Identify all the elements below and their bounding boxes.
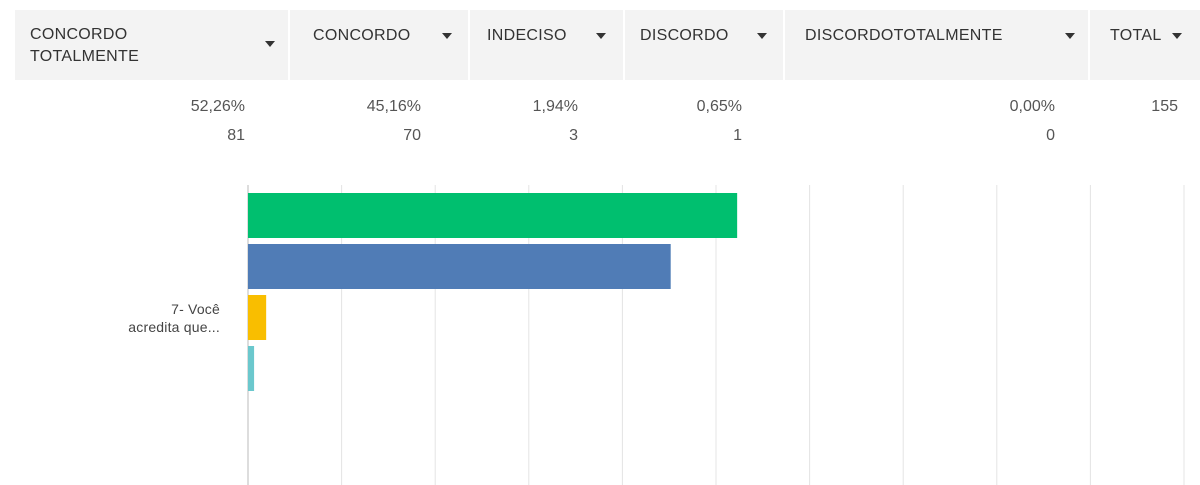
header-text: CONCORDO TOTALMENTE bbox=[30, 26, 140, 65]
category-label: 7- Você acredita que... bbox=[128, 301, 220, 335]
header-cell[interactable]: DISCORDO bbox=[625, 10, 785, 80]
header-text: TOTAL bbox=[1110, 27, 1162, 44]
sort-arrow bbox=[1065, 33, 1075, 39]
header-text: INDECISO bbox=[487, 27, 567, 44]
bar bbox=[248, 244, 671, 289]
sort-arrow bbox=[265, 41, 275, 47]
header-text: CONCORDO bbox=[313, 27, 411, 44]
sort-arrow bbox=[442, 33, 452, 39]
bar bbox=[248, 193, 738, 238]
count: 0 bbox=[1046, 127, 1055, 144]
header-cell[interactable]: DISCORDOTOTALMENTE bbox=[785, 10, 1090, 80]
count: 70 bbox=[403, 127, 421, 144]
header-cell[interactable]: TOTAL bbox=[1090, 10, 1200, 80]
header-cell[interactable]: CONCORDO TOTALMENTE bbox=[15, 10, 290, 80]
total: 155 bbox=[1151, 98, 1178, 115]
header-text: DISCORDO bbox=[640, 27, 729, 44]
bar bbox=[248, 295, 267, 340]
sort-arrow bbox=[596, 33, 606, 39]
percent: 45,16% bbox=[366, 98, 421, 115]
header-text: DISCORDOTOTALMENTE bbox=[805, 27, 1003, 44]
percent: 0,65% bbox=[696, 98, 742, 115]
percent: 1,94% bbox=[532, 98, 578, 115]
header-cell[interactable]: INDECISO bbox=[470, 10, 625, 80]
sort-arrow bbox=[757, 33, 767, 39]
count: 1 bbox=[733, 127, 742, 144]
percent: 52,26% bbox=[190, 98, 245, 115]
header-cell[interactable]: CONCORDO bbox=[290, 10, 470, 80]
count: 3 bbox=[569, 127, 578, 144]
count: 81 bbox=[227, 127, 245, 144]
bar bbox=[248, 346, 255, 391]
percent: 0,00% bbox=[1009, 98, 1055, 115]
sort-arrow bbox=[1172, 33, 1182, 39]
